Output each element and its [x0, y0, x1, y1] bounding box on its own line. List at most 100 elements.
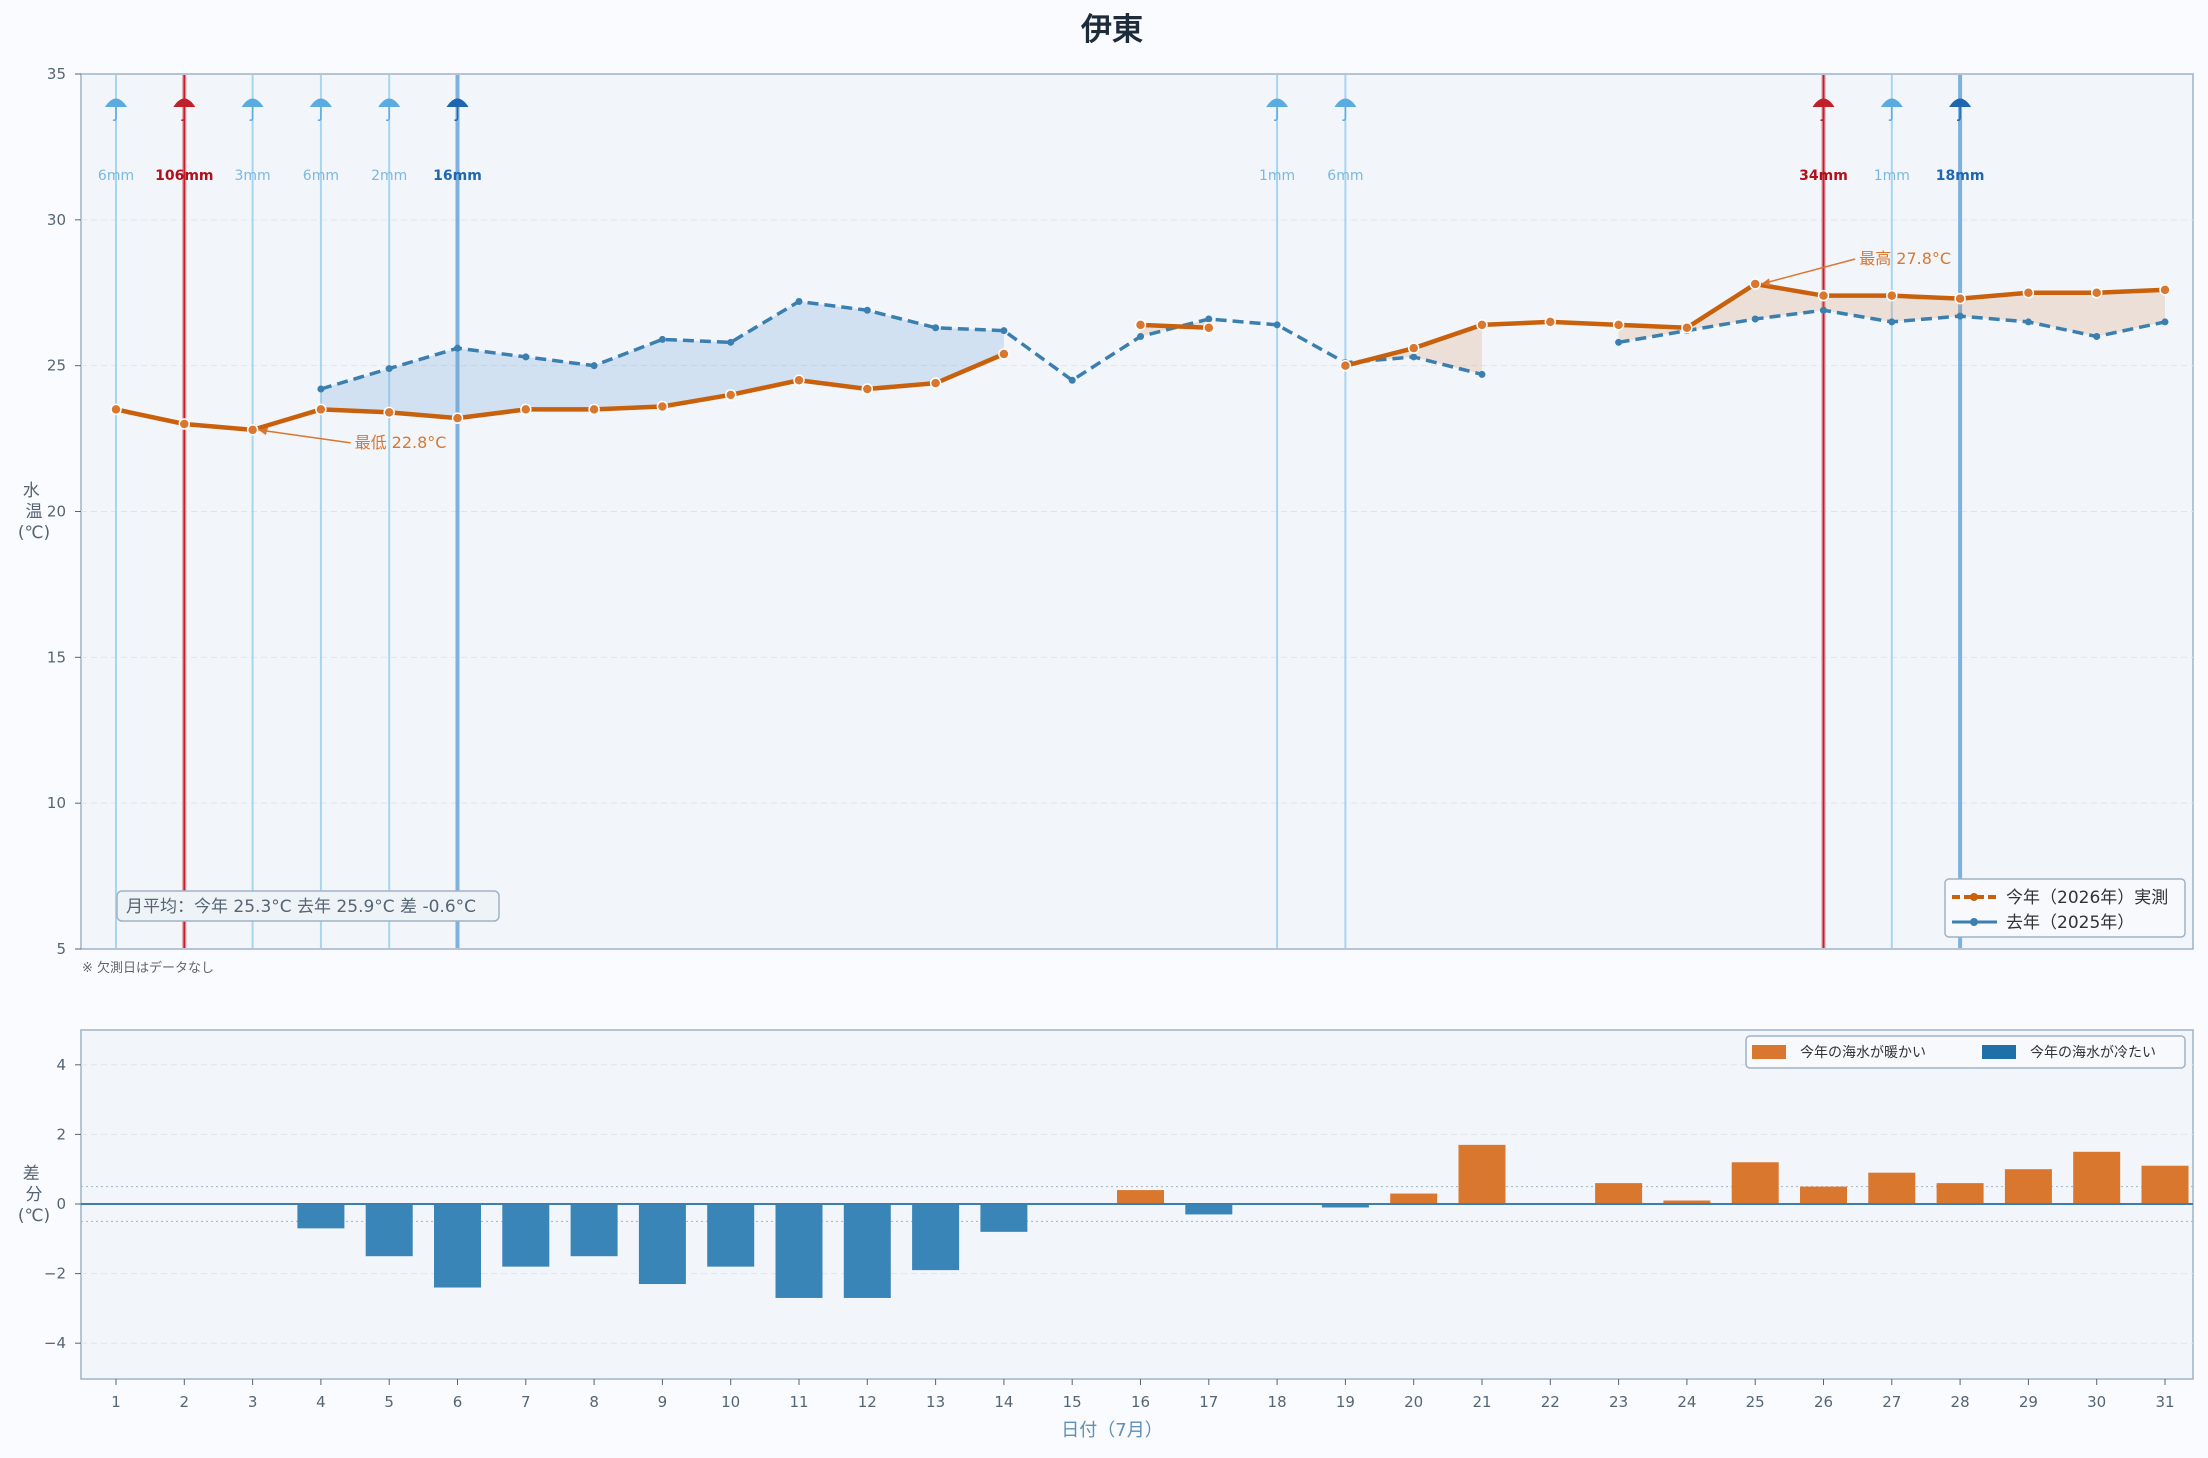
x-tick-label: 2: [180, 1393, 190, 1411]
x-tick-label: 13: [926, 1393, 945, 1411]
this-year-point: [1681, 322, 1693, 334]
legend-this-year: 今年（2026年）実測: [2006, 888, 2168, 908]
diff-fill-segment: [594, 339, 663, 410]
rain-amount-label: 1mm: [1259, 168, 1295, 184]
last-year-point: [522, 353, 530, 361]
umbrella-icon: [1880, 98, 1903, 121]
diff-bar: [912, 1204, 960, 1271]
x-tick-label: 19: [1336, 1393, 1355, 1411]
x-tick-label: 21: [1472, 1393, 1491, 1411]
x-tick-label: 11: [789, 1393, 808, 1411]
rain-amount-label: 3mm: [235, 168, 271, 184]
this-year-point: [1749, 278, 1761, 290]
this-year-point: [1817, 289, 1830, 302]
temp-tick-label: 5: [56, 940, 66, 958]
diff-bar: [434, 1204, 481, 1288]
x-axis-label: 日付（7月）: [1061, 1420, 1162, 1441]
last-year-point: [727, 338, 735, 346]
this-year-point: [998, 348, 1010, 360]
rain-markers: 6mm 106mm 3mm 6mm 2mm 16mm 1mm 6mm 34mm 1mm 18mm: [98, 75, 1984, 948]
this-year-line: [115, 351, 1005, 433]
this-year-point: [1886, 289, 1898, 302]
this-year-point: [1476, 319, 1488, 331]
umbrella-icon: [1812, 98, 1835, 121]
last-year-point: [1956, 312, 1964, 320]
annotations: 最低 22.8°C 最高 27.8°C: [258, 249, 1951, 452]
last-year-line: [320, 299, 1483, 391]
last-year-point: [590, 362, 598, 370]
this-year-point: [724, 389, 737, 401]
umbrella-icon: [309, 98, 332, 121]
x-tick-label: 29: [2019, 1393, 2038, 1411]
last-year-point: [2093, 333, 2101, 340]
x-tick-label: 18: [1268, 1393, 1287, 1411]
diff-bar: [1185, 1204, 1233, 1215]
this-year-point: [1134, 319, 1147, 331]
diff-bar: [707, 1204, 755, 1267]
temp-tick-label: 25: [47, 357, 66, 375]
diff-bar: [1731, 1162, 1779, 1204]
monthly-average-box: 月平均：今年 25.3°C 去年 25.9°C 差 -0.6°C: [116, 890, 500, 922]
last-year-point: [1205, 315, 1213, 323]
diff-fill-segment: [320, 368, 390, 413]
diff-fill: [320, 284, 2165, 419]
last-year-point: [385, 365, 393, 373]
x-tick-label: 20: [1404, 1393, 1423, 1411]
this-year-point: [2090, 287, 2103, 299]
rain-amount-label: 6mm: [1327, 168, 1363, 184]
temp-y-axis-label: 水 温(℃): [18, 481, 50, 543]
diff-fill-segment: [1891, 295, 1961, 322]
this-year-point: [520, 403, 532, 416]
temp-tick-label: 10: [47, 794, 66, 812]
last-year-point: [932, 324, 940, 332]
diff-fill-segment: [457, 348, 526, 419]
last-year-point: [1000, 327, 1008, 335]
diff-bar: [1663, 1200, 1711, 1204]
last-year-point: [1751, 315, 1759, 323]
annotation-arrow: [1761, 258, 1856, 285]
x-tick-label: 12: [858, 1393, 877, 1411]
last-year-point: [454, 344, 461, 352]
diff-tick-label: 0: [56, 1195, 66, 1213]
diff-fill-segment: [867, 310, 936, 389]
temp-tick-label: 35: [47, 65, 66, 83]
diff-bar: [1117, 1190, 1164, 1204]
legend-cooler: 今年の海水が冷たい: [2030, 1045, 2156, 1061]
diff-bar: [980, 1204, 1028, 1232]
diff-legend: 今年の海水が暖かい 今年の海水が冷たい: [1745, 1035, 2186, 1069]
diff-y-axis-label: 差 分(℃): [18, 1164, 50, 1226]
this-year-point: [1954, 292, 1966, 305]
diff-bar: [2073, 1151, 2121, 1204]
diff-fill-segment: [662, 339, 731, 407]
this-year-point: [1612, 319, 1625, 331]
temp-points: [110, 278, 2171, 436]
diff-bar: [1595, 1183, 1643, 1204]
this-year-point: [2022, 287, 2035, 299]
this-year-point: [1203, 322, 1215, 334]
x-tick-label: 23: [1609, 1393, 1628, 1411]
last-year-point: [2024, 318, 2032, 326]
temp-tick-label: 30: [47, 211, 66, 229]
umbrella-icon: [378, 98, 401, 121]
last-year-point: [1615, 338, 1623, 346]
diff-bar: [638, 1204, 686, 1285]
this-year-point: [451, 412, 464, 424]
last-year-point: [1888, 318, 1896, 326]
diff-fill-segment: [389, 348, 458, 419]
rain-amount-label: 6mm: [303, 168, 339, 184]
x-tick-label: 8: [589, 1393, 599, 1411]
x-tick-label: 9: [658, 1393, 668, 1411]
x-tick-label: 30: [2087, 1393, 2106, 1411]
diff-fill-segment: [799, 301, 868, 389]
legend-warmer: 今年の海水が暖かい: [1800, 1045, 1926, 1061]
this-year-point: [1407, 342, 1420, 354]
temp-tick-label: 20: [47, 503, 66, 521]
x-tick-label: 17: [1199, 1393, 1218, 1411]
x-tick-label: 24: [1677, 1393, 1696, 1411]
this-year-point: [110, 403, 122, 416]
last-year-point: [863, 306, 871, 314]
annotation-label: 最高 27.8°C: [1859, 249, 1951, 268]
annotation-label: 最低 22.8°C: [355, 433, 447, 452]
diff-bar: [1458, 1144, 1506, 1204]
